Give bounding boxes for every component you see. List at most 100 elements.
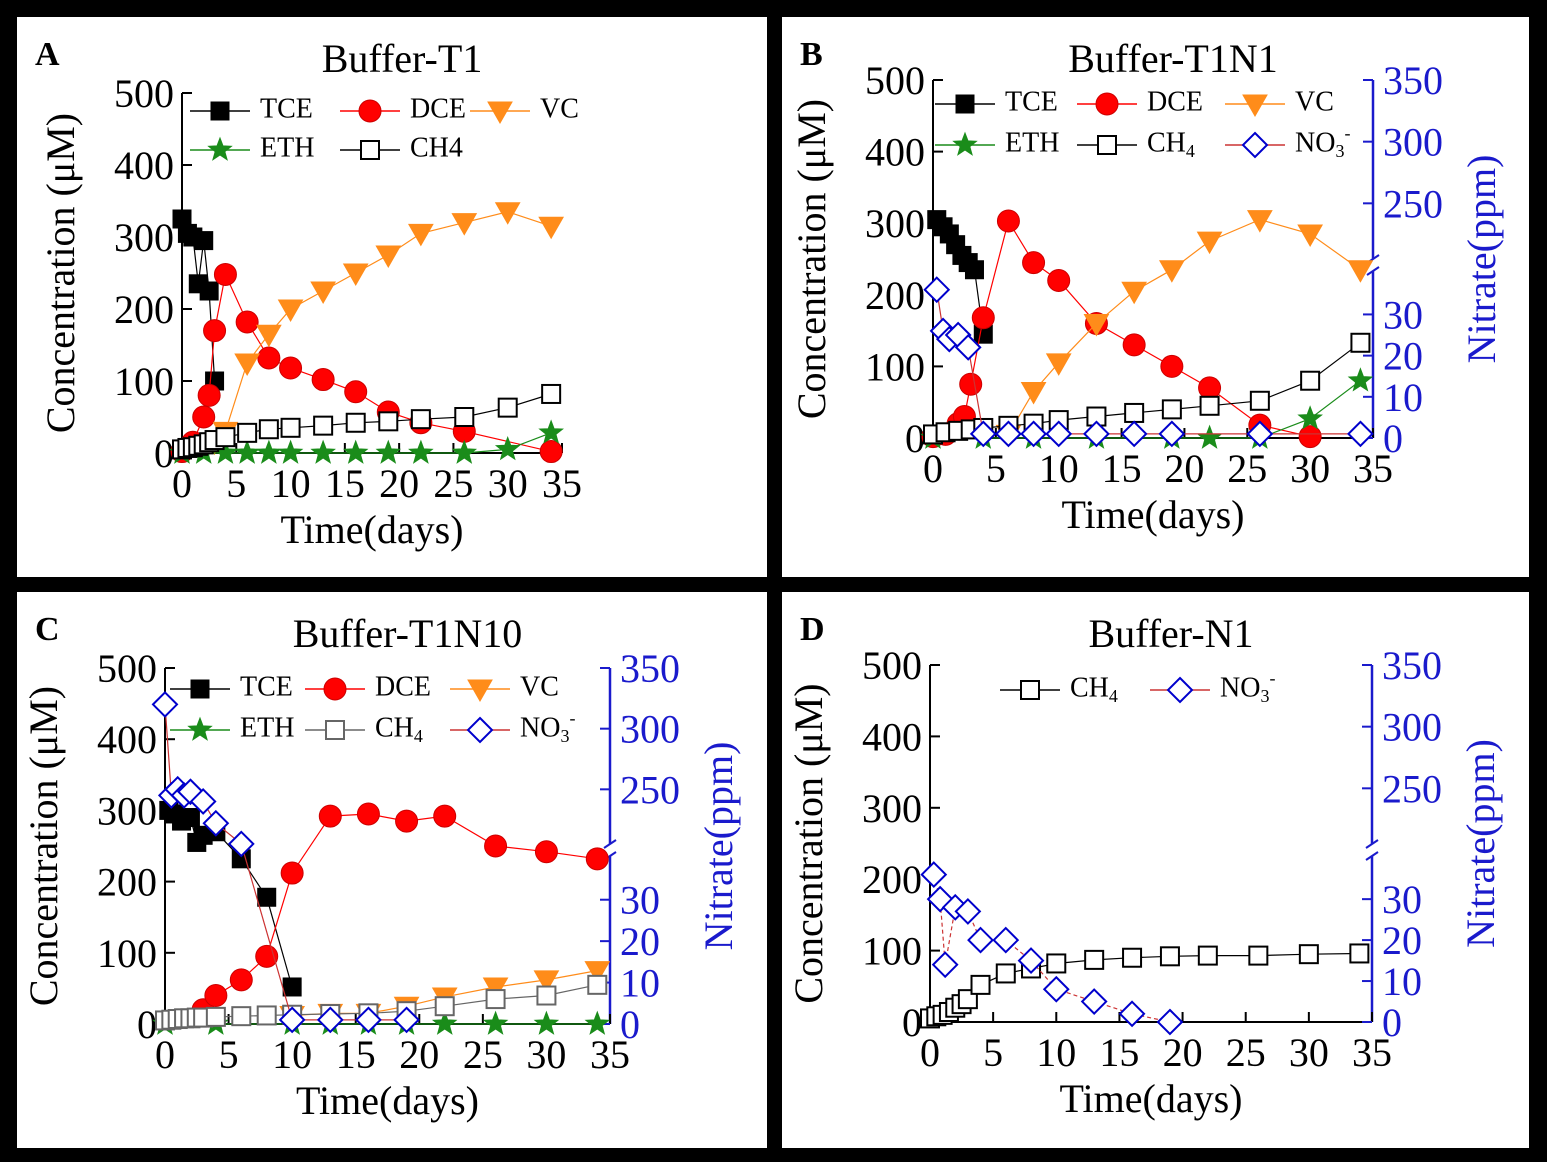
data-point-eth xyxy=(538,419,564,444)
x-tick-label: 35 xyxy=(1353,446,1393,491)
data-point-dce xyxy=(356,802,380,826)
panel-letter: D xyxy=(800,611,825,648)
data-point-dce xyxy=(585,847,609,871)
data-point-dce xyxy=(1160,354,1184,378)
data-point-ch4 xyxy=(497,397,518,418)
data-point-vc xyxy=(482,977,509,1000)
y-tick-label: 300 xyxy=(862,786,922,831)
y-tick-label: 0 xyxy=(154,431,174,476)
data-point-dce xyxy=(484,834,508,858)
data-point-no3 xyxy=(1158,420,1186,448)
x-tick-label: 35 xyxy=(590,1032,630,1077)
data-point-ch4 xyxy=(1124,402,1145,423)
data-point-ch4 xyxy=(1298,944,1319,965)
y2-axis-label: Nitrate(ppm) xyxy=(696,742,741,951)
legend-label-vc: VC xyxy=(1295,86,1334,117)
data-point-tce xyxy=(194,231,214,251)
legend-marker-tce xyxy=(955,94,975,114)
x-axis-label: Time(days) xyxy=(281,507,464,552)
legend-label-eth: ETH xyxy=(260,132,314,163)
panel-background xyxy=(782,17,1529,577)
data-point-dce xyxy=(433,804,457,828)
data-point-dce xyxy=(971,306,995,330)
y-tick-label: 500 xyxy=(862,643,922,688)
data-point-no3 xyxy=(992,926,1020,954)
legend-marker-dce xyxy=(1095,92,1119,116)
chart-title: Buffer-T1N1 xyxy=(1068,36,1278,81)
data-point-vc xyxy=(1347,260,1374,283)
x-tick-label: 0 xyxy=(155,1032,175,1077)
data-point-ch4 xyxy=(280,417,301,438)
x-tick-label: 35 xyxy=(1352,1030,1392,1075)
data-point-no3 xyxy=(278,1006,306,1034)
data-point-no3 xyxy=(1246,420,1274,448)
y-tick-label: 200 xyxy=(97,860,157,905)
data-point-eth xyxy=(408,439,434,464)
data-point-no3 xyxy=(227,830,255,858)
y2-tick-label: 350 xyxy=(1382,643,1442,688)
panel-letter: B xyxy=(800,36,823,73)
y-tick-label: 500 xyxy=(114,71,174,116)
legend-label-dce: DCE xyxy=(410,93,466,124)
data-point-no3 xyxy=(1347,420,1374,448)
x-axis-label: Time(days) xyxy=(1060,1076,1243,1121)
data-point-dce xyxy=(279,356,303,380)
legend-marker-eth xyxy=(207,136,233,161)
data-point-ch4 xyxy=(345,412,366,433)
data-point-ch4 xyxy=(1084,949,1105,970)
data-point-no3 xyxy=(1083,420,1110,448)
series-tce xyxy=(172,209,225,391)
x-tick-label: 30 xyxy=(488,461,528,506)
panel-background xyxy=(17,592,767,1148)
legend-marker-ch4 xyxy=(1020,680,1040,700)
x-tick-label: 25 xyxy=(1227,446,1267,491)
legend-marker-dce xyxy=(323,677,347,701)
data-point-vc xyxy=(1297,224,1324,247)
x-tick-label: 5 xyxy=(226,461,246,506)
legend-label-tce: TCE xyxy=(260,93,313,124)
y-tick-label: 500 xyxy=(865,58,925,103)
y-axis-label: Concentration (μM) xyxy=(789,99,834,419)
legend-label-dce: DCE xyxy=(375,671,431,702)
legend-marker-tce xyxy=(190,679,210,699)
y2-tick-label: 250 xyxy=(1382,766,1442,811)
y-tick-label: 400 xyxy=(114,143,174,188)
legend-marker-ch4 xyxy=(1097,135,1117,155)
data-point-dce xyxy=(1022,251,1046,275)
data-point-ch4 xyxy=(237,422,258,443)
x-tick-label: 0 xyxy=(920,1030,940,1075)
data-point-ch4 xyxy=(205,1006,226,1027)
data-point-vc xyxy=(538,216,565,240)
legend-marker-ch4 xyxy=(325,720,345,740)
data-point-tce xyxy=(257,887,277,907)
x-tick-label: 35 xyxy=(542,461,582,506)
x-tick-label: 20 xyxy=(1164,446,1204,491)
data-point-ch4 xyxy=(541,383,562,404)
x-tick-label: 20 xyxy=(379,461,419,506)
data-point-ch4 xyxy=(256,1005,277,1026)
legend-marker-no3 xyxy=(1166,676,1194,704)
data-point-ch4 xyxy=(1249,390,1270,411)
data-point-ch4 xyxy=(313,415,334,436)
data-point-ch4 xyxy=(970,974,991,995)
y2-tick-label: 10 xyxy=(1382,959,1422,1004)
y-tick-label: 400 xyxy=(97,717,157,762)
y2-tick-label: 300 xyxy=(1382,705,1442,750)
data-point-ch4 xyxy=(258,419,279,440)
x-tick-label: 30 xyxy=(526,1032,566,1077)
legend-marker-vc xyxy=(487,101,513,125)
series-ch4 xyxy=(172,383,562,460)
legend-label-eth: ETH xyxy=(1005,127,1059,158)
x-tick-label: 15 xyxy=(336,1032,376,1077)
y2-tick-label: 30 xyxy=(1382,877,1422,922)
data-point-eth xyxy=(533,1010,560,1035)
legend-label-eth: ETH xyxy=(240,712,294,743)
x-tick-label: 30 xyxy=(1289,1030,1329,1075)
series-ch4 xyxy=(920,943,1370,1029)
data-point-eth xyxy=(375,439,402,464)
